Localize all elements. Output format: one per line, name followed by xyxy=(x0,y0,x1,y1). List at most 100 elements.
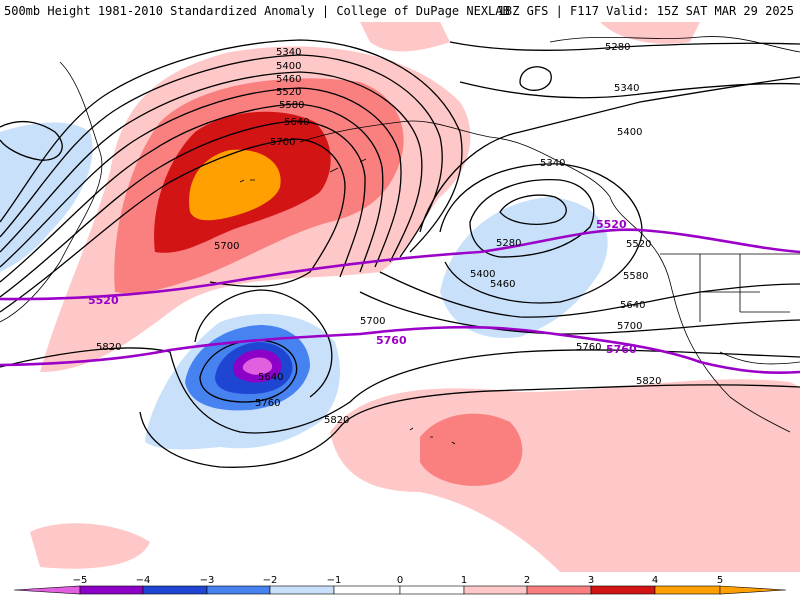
contour-line xyxy=(419,76,800,233)
contour-label: 5820 xyxy=(324,415,349,426)
canada-coastline xyxy=(549,36,800,53)
contour-label: 5820 xyxy=(636,376,661,387)
colorbar-segment xyxy=(654,585,721,595)
coastlines xyxy=(0,36,800,445)
contour-5520-line xyxy=(0,228,800,301)
colorbar-segment xyxy=(719,585,787,595)
colorbar-tick-label: 0 xyxy=(397,575,403,586)
contour-label: 5580 xyxy=(623,271,648,282)
aleutian-islands xyxy=(239,158,367,183)
contour-label: 5460 xyxy=(276,74,301,85)
mexico-border xyxy=(719,351,800,365)
colorbar-tick-labels: −5 −4 −3 −2 −1 0 1 2 3 4 5 xyxy=(73,575,724,586)
colorbar-segments xyxy=(13,585,787,595)
contour-line xyxy=(0,347,800,434)
colorbar-tick-label: −4 xyxy=(136,575,151,586)
contour-line xyxy=(139,384,800,468)
contour-label: 5700 xyxy=(617,321,642,332)
colorbar-segment xyxy=(399,585,465,595)
negative-anomaly-1-region-northeast xyxy=(440,197,608,338)
contour-line xyxy=(0,54,443,258)
contour-5520-label: 5520 xyxy=(596,218,627,231)
colorbar-segment xyxy=(526,585,592,595)
anomaly-colorbar: −5 −4 −3 −2 −1 0 1 2 3 4 5 xyxy=(0,572,800,600)
colorbar-tick-label: 3 xyxy=(588,575,594,586)
colorbar-tick-label: 4 xyxy=(652,575,658,586)
colorbar-tick-label: −1 xyxy=(327,575,342,586)
colorbar-tick-label: −5 xyxy=(73,575,88,586)
colorbar-segment xyxy=(79,585,144,595)
map-title: 500mb Height 1981-2010 Standardized Anom… xyxy=(4,4,510,18)
contour-label: 5340 xyxy=(276,47,301,58)
pacific-northwest-coastline xyxy=(639,231,791,433)
contour-label: 5280 xyxy=(605,42,630,53)
map-header: 500mb Height 1981-2010 Standardized Anom… xyxy=(0,0,800,22)
contour-line xyxy=(449,41,800,51)
contour-line xyxy=(0,120,366,298)
highlight-contour-labels: 5520 5520 5760 5760 xyxy=(88,218,637,356)
colorbar-tick-label: 5 xyxy=(717,575,723,586)
contour-line xyxy=(194,289,333,398)
colorbar-segment xyxy=(142,585,208,595)
contour-line xyxy=(0,39,463,253)
colorbar-tick-label: 1 xyxy=(461,575,467,586)
contour-line xyxy=(439,163,643,304)
positive-anomaly-2-region-east xyxy=(420,413,523,486)
negative-anomaly-1-region-west xyxy=(0,122,93,272)
contour-label: 5280 xyxy=(496,238,521,249)
contour-5760-line xyxy=(0,325,800,374)
contour-line xyxy=(0,120,63,161)
contour-5760-label: 5760 xyxy=(606,343,637,356)
contour-label: 5520 xyxy=(626,239,651,250)
contour-label: 5400 xyxy=(276,61,301,72)
contour-label: 5400 xyxy=(617,127,642,138)
colorbar-segment xyxy=(13,585,81,595)
contour-label: 5340 xyxy=(614,83,639,94)
alaska-coastline xyxy=(299,120,641,233)
highlight-contours xyxy=(0,228,800,374)
colorbar-segment xyxy=(463,585,528,595)
contour-5760-label: 5760 xyxy=(376,334,407,347)
contour-label: 5340 xyxy=(540,158,565,169)
positive-anomaly-1-region-northeast xyxy=(600,22,700,44)
contour-5520-label: 5520 xyxy=(88,294,119,307)
contour-label: 5520 xyxy=(276,87,301,98)
negative-anomaly-5-region xyxy=(242,357,273,375)
kamchatka-coastline xyxy=(0,61,103,323)
model-run-info: 18Z GFS | F117 Valid: 15Z SAT MAR 29 202… xyxy=(497,4,794,18)
contour-line xyxy=(519,66,552,91)
colorbar-tick-label: 2 xyxy=(524,575,530,586)
colorbar-segment xyxy=(269,585,335,595)
contour-line xyxy=(469,178,595,258)
contour-label: 5760 xyxy=(255,398,280,409)
contour-line xyxy=(0,138,346,313)
map-panel: 5340 5400 5460 5520 5580 5640 5700 5700 … xyxy=(0,22,800,572)
contour-line xyxy=(0,103,384,283)
contour-line xyxy=(0,87,402,268)
anomaly-shading xyxy=(0,22,800,572)
contour-label: 5760 xyxy=(576,342,601,353)
contour-label: 5700 xyxy=(270,137,295,148)
hawaii-islands xyxy=(409,427,456,445)
contour-label: 5820 xyxy=(96,342,121,353)
contour-label: 5640 xyxy=(284,117,309,128)
positive-anomaly-1-region-south xyxy=(30,523,150,569)
colorbar-segment xyxy=(590,585,656,595)
contour-label: 5460 xyxy=(490,279,515,290)
contour-line xyxy=(199,339,298,403)
colorbar-canvas: −5 −4 −3 −2 −1 0 1 2 3 4 5 xyxy=(13,575,787,595)
contour-label: 5580 xyxy=(279,100,304,111)
contour-label: 5640 xyxy=(620,300,645,311)
contour-line xyxy=(499,194,567,225)
contour-label: 5640 xyxy=(258,372,283,383)
colorbar-tick-label: −3 xyxy=(200,575,215,586)
contour-label: 5700 xyxy=(214,241,239,252)
colorbar-tick-label: −2 xyxy=(263,575,278,586)
contour-label: 5700 xyxy=(360,316,385,327)
contour-line xyxy=(379,271,800,318)
contour-labels: 5340 5400 5460 5520 5580 5640 5700 5700 … xyxy=(96,42,661,426)
us-state-borders xyxy=(699,254,790,322)
colorbar-segment xyxy=(206,585,271,595)
positive-anomaly-1-region-north xyxy=(360,22,450,52)
contour-label: 5400 xyxy=(470,269,495,280)
